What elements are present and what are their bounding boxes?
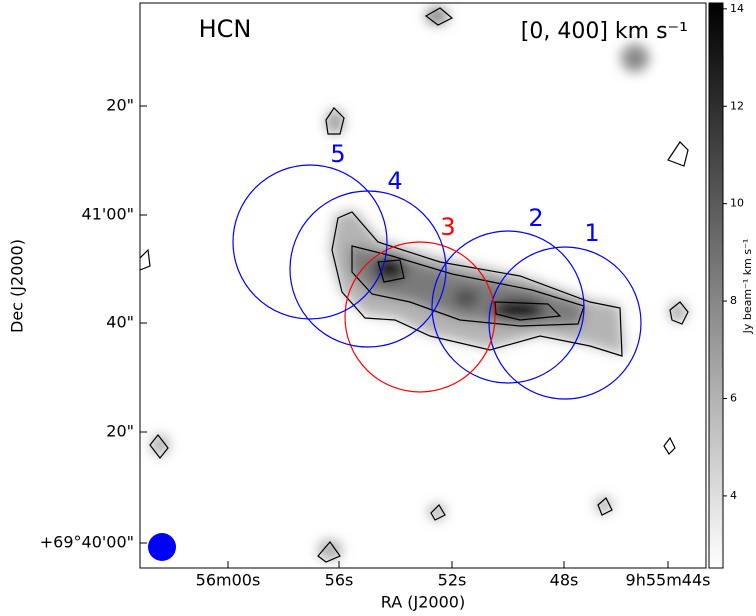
colorbar — [708, 2, 724, 569]
y-tick-label: 20" — [106, 96, 134, 115]
contours — [140, 7, 689, 563]
title: HCN — [199, 15, 252, 43]
x-tick-label: 56s — [325, 571, 354, 590]
intensity-map — [140, 3, 706, 568]
colorbar-label: Jy beam⁻¹ km s⁻¹ — [741, 239, 754, 335]
y-tick-label: +69°40'00" — [40, 533, 134, 552]
region-label: 3 — [440, 213, 455, 241]
velocity-range: [0, 400] km s⁻¹ — [521, 19, 688, 44]
colorbar-tick-label: 14 — [730, 2, 744, 15]
map-frame — [139, 2, 707, 569]
y-tick-label: 40" — [106, 313, 134, 332]
region-label: 1 — [584, 219, 599, 247]
x-tick-label: 52s — [438, 571, 467, 590]
region-label: 2 — [528, 204, 543, 232]
beam — [148, 533, 176, 561]
colorbar-tick-label: 4 — [730, 489, 737, 502]
colorbar-tick-label: 6 — [730, 392, 737, 405]
x-tick-label: 48s — [550, 571, 579, 590]
y-axis-label: Dec (J2000) — [8, 239, 27, 333]
x-tick-label: 9h55m44s — [626, 571, 711, 590]
y-tick-label: 20" — [106, 422, 134, 441]
x-axis-label: RA (J2000) — [381, 593, 465, 612]
region-label: 5 — [330, 140, 345, 168]
region-labels: 1 2 3 4 5 — [330, 140, 599, 247]
colorbar-tick-label: 12 — [730, 99, 744, 112]
colorbar-tick-label: 10 — [730, 197, 744, 210]
ticks — [140, 105, 669, 568]
x-tick-label: 56m00s — [196, 571, 261, 590]
region-label: 4 — [387, 167, 402, 195]
colorbar-tick-label: 8 — [730, 294, 737, 307]
apertures — [232, 164, 642, 400]
y-tick-label: 41'00" — [82, 205, 134, 224]
